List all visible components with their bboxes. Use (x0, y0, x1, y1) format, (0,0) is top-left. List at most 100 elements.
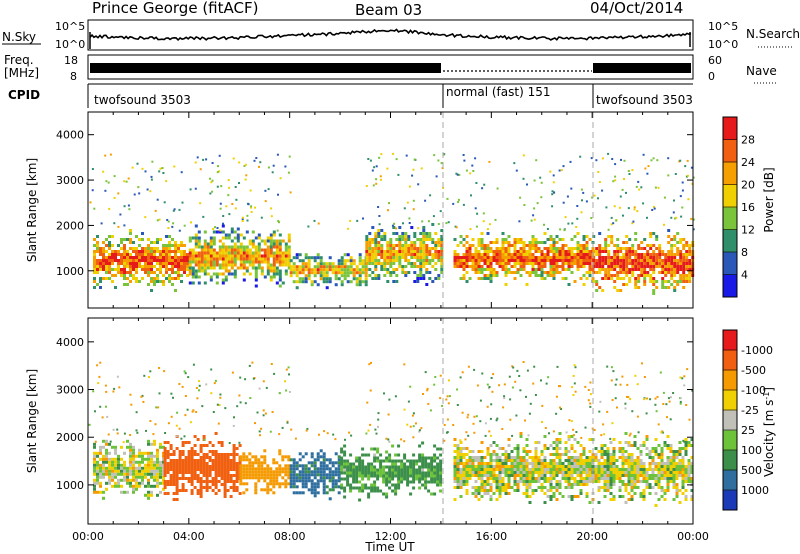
echo-cell (346, 468, 350, 472)
echo-cell (489, 241, 493, 244)
scatter-echo-cell (609, 437, 612, 440)
echo-cell (295, 467, 299, 471)
echo-cell (603, 477, 607, 480)
echo-cell (425, 244, 429, 247)
echo-cell (358, 498, 362, 502)
echo-cell (415, 459, 419, 463)
echo-cell (138, 250, 141, 253)
scatter-echo-cell (615, 219, 618, 222)
echo-cell (522, 465, 526, 468)
echo-cell (477, 253, 481, 256)
echo-cell (604, 277, 608, 280)
echo-cell (93, 484, 96, 488)
echo-cell (388, 456, 392, 460)
echo-cell (598, 232, 602, 235)
echo-cell (102, 469, 105, 473)
echo-cell (462, 256, 466, 259)
echo-cell (260, 266, 264, 270)
echo-cell (534, 450, 538, 453)
echo-cell (108, 478, 111, 482)
scatter-echo-cell (178, 229, 181, 232)
scatter-echo-cell (598, 181, 601, 183)
echo-cell (582, 283, 586, 286)
echo-cell (510, 474, 514, 477)
echo-cell (516, 474, 520, 477)
echo-cell (437, 259, 441, 262)
echo-cell (349, 474, 353, 478)
scatter-echo-cell (457, 201, 460, 203)
echo-cell (223, 468, 227, 471)
echo-cell (153, 475, 156, 479)
echo-cell (310, 455, 314, 459)
echo-cell (197, 257, 201, 261)
echo-cell (316, 253, 320, 257)
echo-cell (636, 447, 640, 450)
echo-cell (422, 235, 426, 238)
echo-cell (301, 464, 305, 468)
echo-cell (534, 471, 538, 474)
echo-cell (663, 489, 667, 492)
echo-cell (645, 468, 649, 471)
scatter-echo-cell (173, 208, 176, 211)
echo-cell (687, 480, 691, 483)
scatter-echo-cell (127, 177, 130, 180)
echo-cell (226, 489, 230, 492)
scatter-echo-cell (441, 167, 444, 170)
echo-cell (150, 490, 153, 494)
echo-cell (147, 469, 150, 473)
echo-cell (425, 256, 429, 259)
echo-cell (190, 468, 194, 471)
echo-cell (340, 468, 344, 472)
echo-cell (150, 253, 153, 256)
scatter-echo-cell (620, 158, 622, 161)
echo-cell (114, 268, 117, 271)
scatter-echo-cell (163, 370, 166, 373)
echo-cell (135, 478, 138, 482)
echo-cell (328, 470, 332, 474)
echo-cell (340, 459, 344, 463)
echo-cell (123, 256, 126, 259)
echo-cell (516, 489, 520, 492)
echo-cell (287, 266, 291, 270)
echo-cell (679, 280, 683, 283)
echo-cell (227, 260, 231, 264)
echo-cell (349, 271, 353, 275)
echo-cell (349, 256, 353, 260)
echo-cell (654, 477, 658, 480)
echo-cell (480, 462, 484, 465)
echo-cell (639, 450, 643, 453)
echo-cell (377, 244, 381, 247)
echo-cell (672, 462, 676, 465)
echo-cell (412, 486, 416, 490)
echo-cell (495, 238, 499, 241)
echo-cell (534, 259, 538, 262)
echo-cell (552, 462, 556, 465)
echo-cell (93, 262, 96, 265)
echo-cell (474, 489, 478, 492)
echo-cell (561, 474, 565, 477)
echo-cell (96, 259, 99, 262)
echo-cell (643, 253, 647, 256)
echo-cell (413, 253, 417, 256)
echo-cell (169, 477, 173, 480)
echo-cell (156, 469, 159, 473)
echo-cell (474, 486, 478, 489)
echo-cell (690, 495, 694, 498)
echo-cell (570, 477, 574, 480)
echo-cell (660, 456, 664, 459)
echo-cell (220, 456, 224, 459)
echo-cell (670, 265, 674, 268)
scatter-echo-cell (196, 156, 199, 159)
echo-cell (504, 489, 508, 492)
scatter-echo-cell (235, 198, 238, 201)
echo-cell (498, 256, 502, 259)
echo-cell (159, 265, 162, 268)
echo-cell (117, 472, 120, 476)
echo-cell (284, 272, 288, 276)
echo-cell (504, 265, 508, 268)
echo-cell (203, 281, 207, 285)
echo-cell (105, 268, 108, 271)
echo-cell (316, 485, 320, 489)
echo-cell (266, 236, 270, 240)
echo-cell (99, 265, 102, 268)
